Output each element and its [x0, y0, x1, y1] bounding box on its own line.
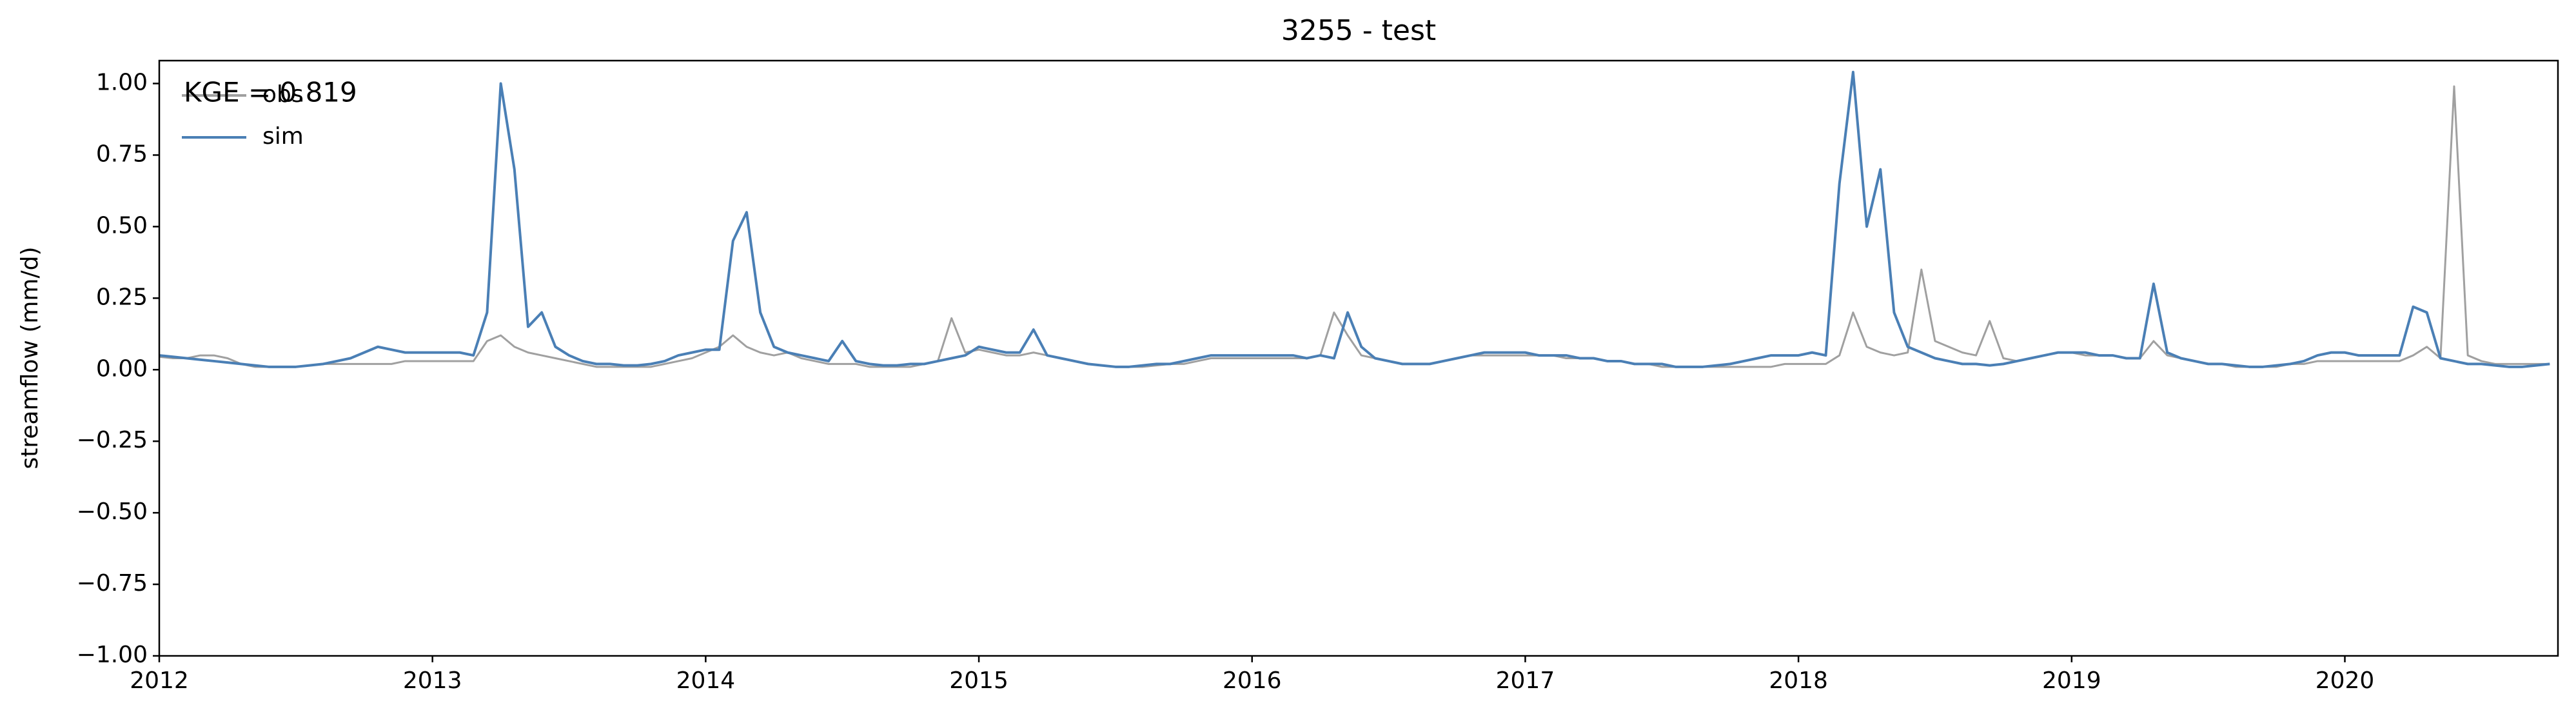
x-tick-label: 2019	[2042, 667, 2101, 694]
y-tick-label: 0.50	[96, 212, 148, 239]
y-tick-label: 0.25	[96, 284, 148, 310]
y-tick-label: −0.75	[77, 570, 148, 597]
chart-title: 3255 - test	[1281, 14, 1436, 47]
series-line	[159, 85, 2550, 368]
y-tick-label: 0.00	[96, 355, 148, 382]
x-tick-label: 2015	[949, 667, 1008, 694]
legend-label: obs	[262, 81, 304, 108]
x-tick-label: 2020	[2315, 667, 2375, 694]
x-tick-label: 2014	[676, 667, 736, 694]
y-axis-label: streamflow (mm/d)	[17, 247, 43, 469]
legend-label: sim	[262, 123, 304, 150]
plot-frame	[158, 59, 2559, 657]
y-tick-label: −0.25	[77, 427, 148, 453]
x-tick-label: 2012	[130, 667, 189, 694]
series-line	[159, 70, 2550, 368]
x-tick-label: 2013	[403, 667, 462, 694]
x-tick-label: 2016	[1223, 667, 1282, 694]
y-tick-label: −0.50	[77, 499, 148, 525]
y-tick-label: 1.00	[96, 70, 148, 96]
x-tick-label: 2017	[1496, 667, 1555, 694]
y-tick-label: −1.00	[77, 642, 148, 668]
annotation: KGE = 0.819	[184, 77, 357, 108]
y-tick-label: 0.75	[96, 141, 148, 167]
x-tick-label: 2018	[1769, 667, 1828, 694]
